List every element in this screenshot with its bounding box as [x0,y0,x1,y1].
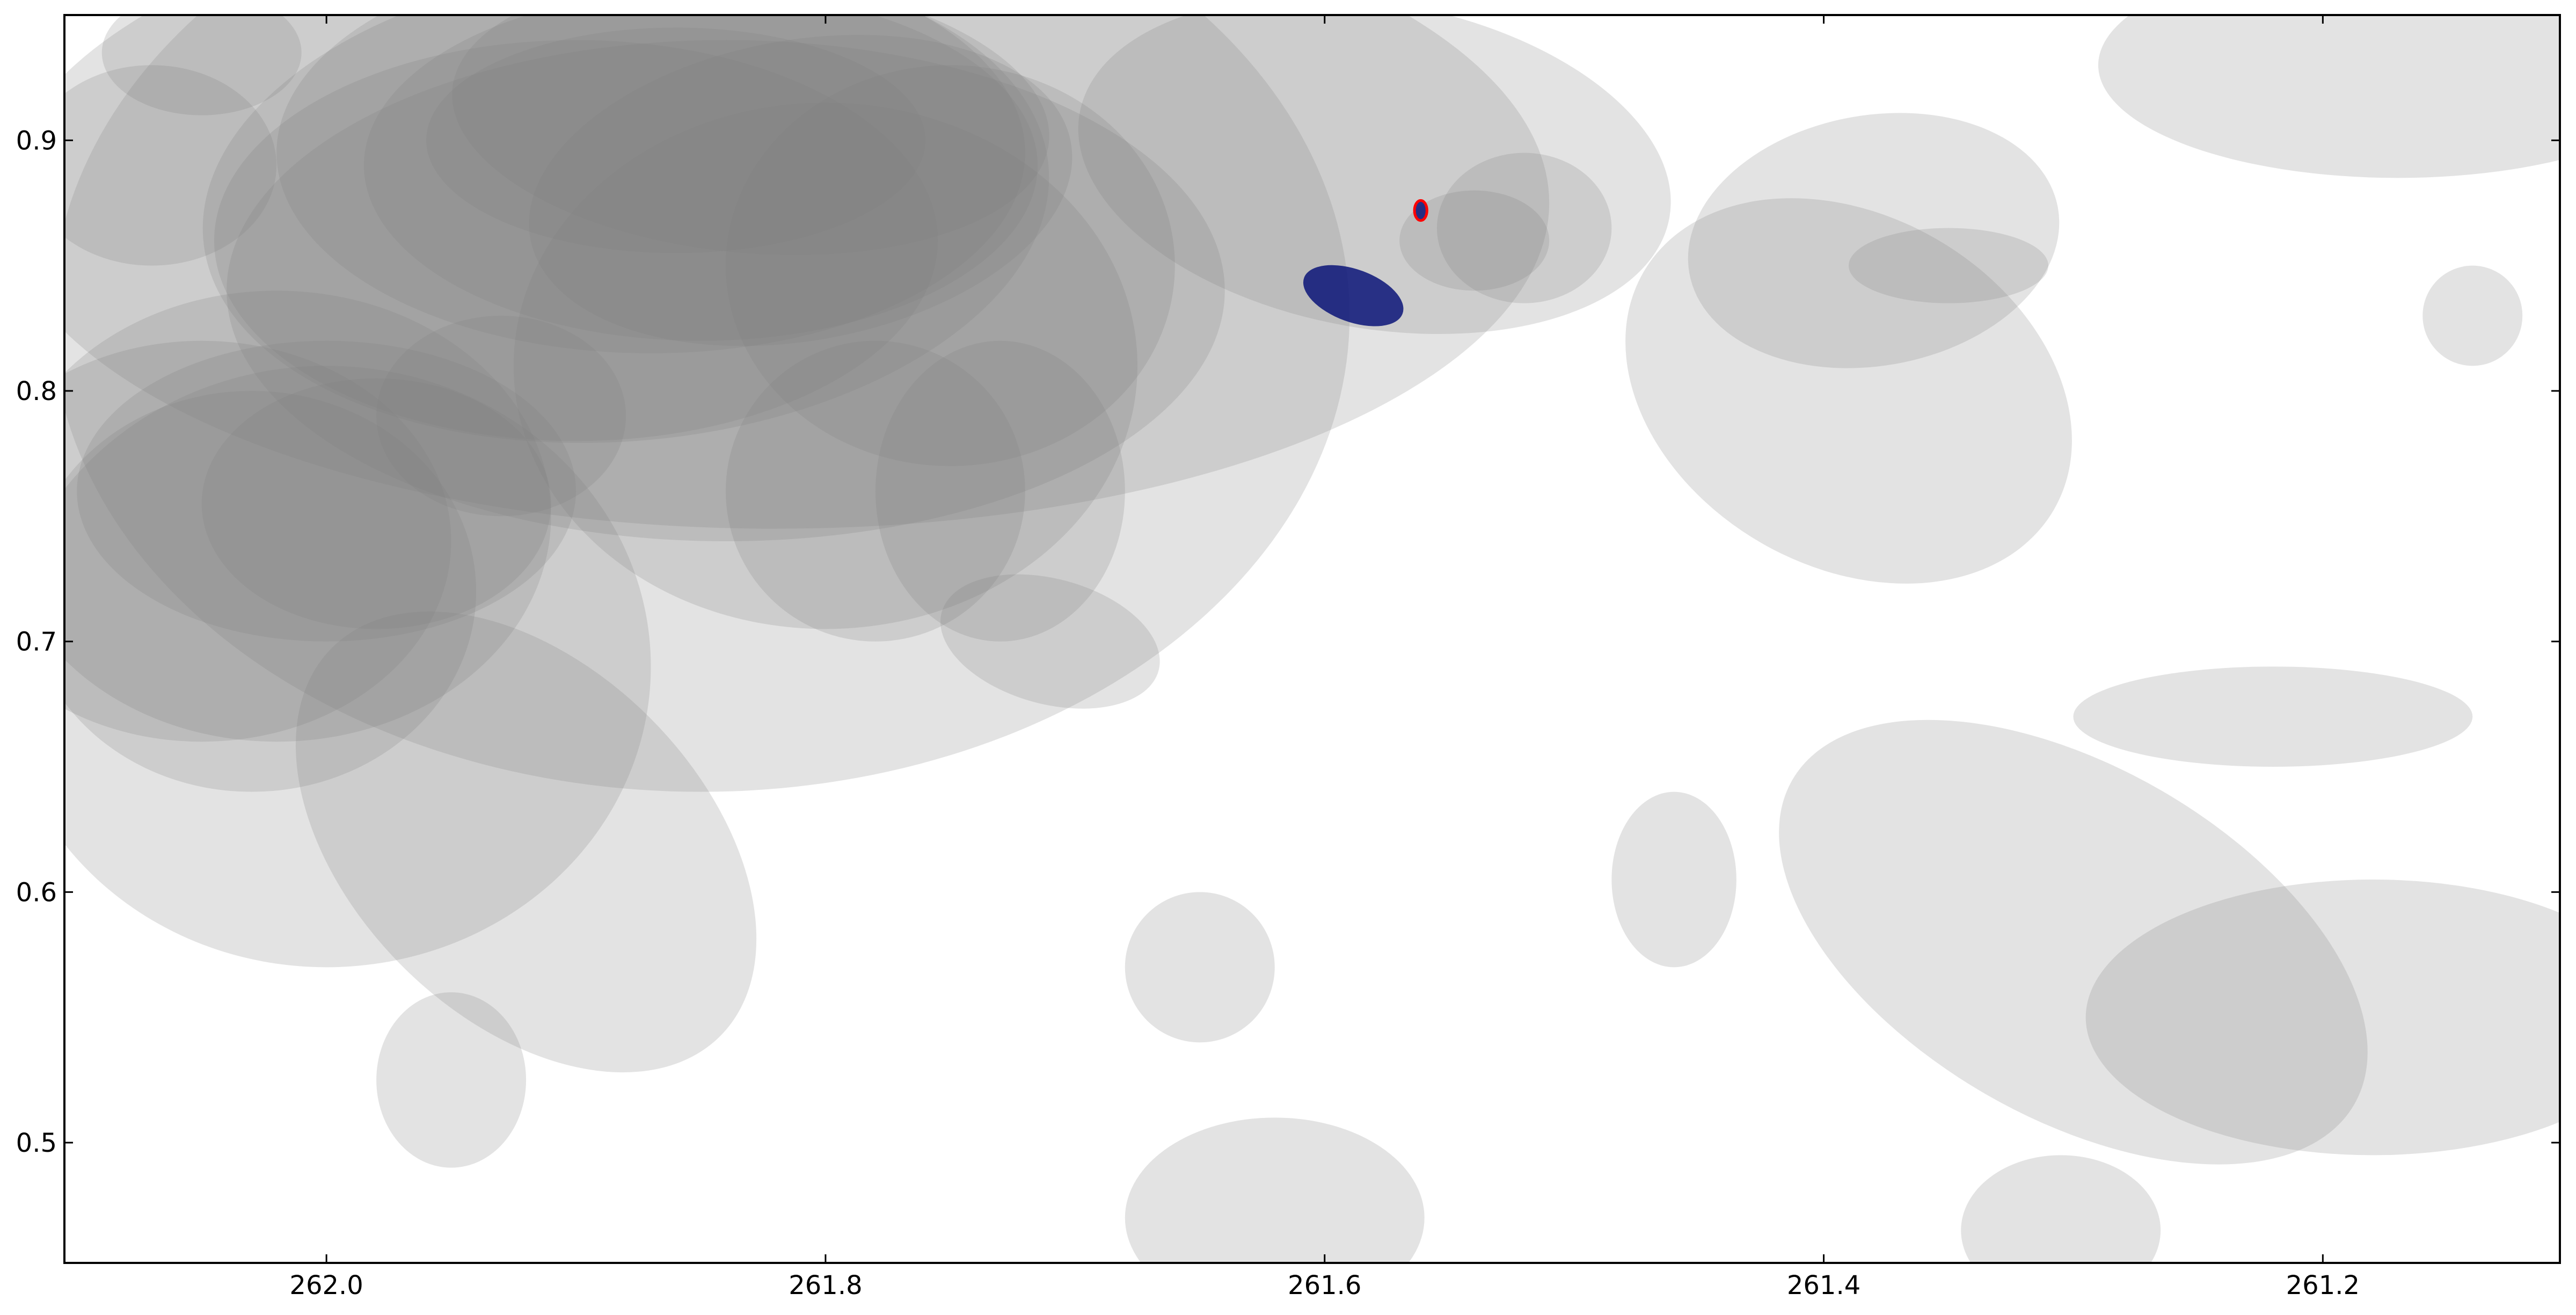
ellipse-mark [64,15,1549,529]
ellipse-mark [227,40,1225,542]
ellipse-mark [64,366,651,968]
ellipse-mark [2098,15,2560,178]
y-tick-label: 0.9 [16,126,57,156]
y-tick-label: 0.8 [16,376,57,406]
ellipse-mark [1399,190,1550,291]
ellipse-mark [64,391,476,792]
ellipse-mark [725,340,1025,642]
x-tick-label: 261.4 [1787,1270,1860,1301]
ellipse-mark [1625,198,2072,584]
ellipse-mark [364,15,1038,341]
ellipse-mark [64,340,451,742]
ellipse-mark [276,15,1025,353]
x-tick-label: 261.2 [2286,1270,2360,1301]
ellipse-mark [1125,1117,1425,1263]
ellipse-mark [295,611,757,1073]
y-tick-label: 0.7 [16,627,57,657]
x-axis: 262.0 261.8 261.6 261.4 261.2 [289,15,2360,1301]
ellipse-mark [1078,15,1671,335]
y-tick-label: 0.6 [16,877,57,907]
ellipse-mark [426,27,925,253]
ellipse-mark [2073,666,2473,767]
ellipse-mark [202,15,1049,443]
y-tick-label: 0.5 [16,1128,57,1158]
ellipse-mark [201,378,551,629]
x-tick-label: 261.8 [789,1270,862,1301]
plot-frame [63,14,2561,1264]
y-axis: 0.5 0.6 0.7 0.8 0.9 [16,126,2560,1158]
plot-background [64,15,2560,1263]
ellipse-mark [376,316,626,517]
ellipse-mark [64,290,551,742]
x-tick-label: 261.6 [1288,1270,1361,1301]
ellipse-mark [875,340,1125,642]
ellipse-mark [1303,265,1404,326]
ellipse-mark [1413,199,1428,222]
ellipse-mark [376,992,527,1168]
ellipse-mark [1779,720,2368,1165]
ellipse-mark [529,34,1072,346]
ellipse-mark [1125,892,1275,1043]
ellipse-mark [725,65,1175,466]
ellipse-mark [1961,1155,2161,1263]
ellipse-mark [64,65,277,266]
ellipse-mark [2085,880,2560,1156]
ellipse-mark [1436,152,1612,303]
ellipse-mark [2422,265,2523,366]
ellipse-mark [101,15,302,115]
ellipse-mark [1849,228,2048,303]
x-tick-label: 262.0 [289,1270,363,1301]
ellipse-mark [940,574,1160,709]
ellipse-mark [1688,113,2060,368]
ellipse-mark [214,40,938,441]
ellipse-mark [1611,791,1736,968]
ellipse-mark [513,103,1138,629]
ellipse-mark [64,15,1349,792]
ellipse-mark [452,15,1049,255]
ellipse-mark [77,340,577,642]
